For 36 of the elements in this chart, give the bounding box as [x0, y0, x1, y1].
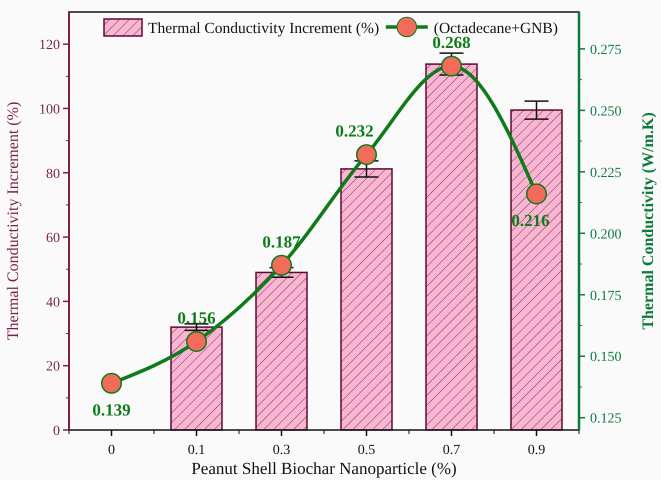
data-label: 0.216 — [511, 210, 550, 230]
point — [100, 372, 122, 394]
data-label: 0.232 — [335, 122, 374, 141]
y2-axis-title: Thermal Conductivity (W/m.K) — [640, 112, 657, 330]
point — [270, 254, 292, 276]
point — [526, 183, 548, 204]
x-tick-label: 0.7 — [442, 443, 460, 458]
x-tick-label: 0.1 — [188, 443, 206, 458]
data-label: 0.139 — [92, 400, 131, 420]
y-tick-label: 60 — [46, 231, 60, 246]
x-tick-label: 0.9 — [528, 443, 546, 458]
y-tick-label: 40 — [46, 295, 60, 310]
y-tick-label: 80 — [46, 166, 60, 182]
y-tick-label: 120 — [39, 38, 60, 54]
y2-tick-label: 0.250 — [590, 104, 622, 120]
legend-label: Thermal Conductivity Increment (%) — [148, 20, 380, 37]
x-tick-label: 0.5 — [358, 443, 376, 458]
point — [440, 56, 462, 77]
y2-tick-label: 0.150 — [590, 350, 622, 366]
x-tick-label: 0 — [108, 443, 115, 458]
y2-tick-label: 0.200 — [590, 227, 622, 242]
data-label: 0.156 — [177, 308, 216, 328]
point — [186, 330, 208, 352]
legend-label: (Octadecane+GNB) — [434, 20, 558, 37]
y2-tick-label: 0.275 — [590, 42, 622, 58]
point — [356, 144, 378, 166]
x-axis-title: Peanut Shell Biochar Nanoparticle (%) — [191, 459, 457, 478]
y2-tick-label: 0.175 — [590, 288, 622, 304]
y-tick-label: 100 — [39, 102, 60, 118]
y-tick-label: 20 — [46, 360, 60, 375]
y2-tick-label: 0.225 — [590, 166, 622, 181]
y-tick-label: 0 — [53, 424, 60, 439]
y-axis-title: Thermal Conductivity Increment (%) — [5, 102, 22, 340]
y2-tick-label: 0.125 — [590, 412, 622, 427]
data-label: 0.187 — [262, 232, 302, 252]
x-tick-label: 0.3 — [272, 443, 290, 458]
